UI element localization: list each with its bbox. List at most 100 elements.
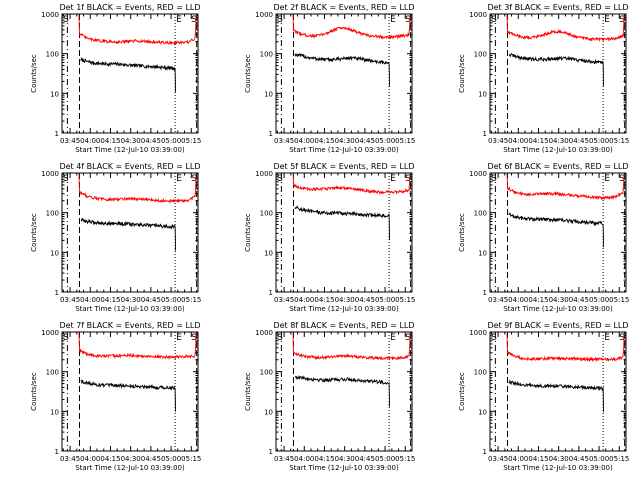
- y-tick-label: 100: [46, 369, 59, 377]
- plot-frame: [489, 13, 627, 134]
- segment-marker-label: S: [405, 15, 411, 25]
- plot-frame: [61, 172, 199, 293]
- segment-marker-label: S: [277, 174, 283, 184]
- y-tick-label: 1: [55, 289, 59, 297]
- x-tick-label: 04:45: [569, 296, 589, 304]
- chart-title: Det 7f BLACK = Events, RED = LLD: [59, 321, 200, 330]
- plot-frame: [61, 331, 199, 452]
- x-tick-label: 04:45: [355, 137, 375, 145]
- segment-marker-label: S: [191, 333, 197, 343]
- chart-title: Det 2f BLACK = Events, RED = LLD: [273, 3, 414, 12]
- segment-marker-label: S: [277, 15, 283, 25]
- x-tick-label: 05:00: [375, 137, 395, 145]
- y-tick-label: 1: [55, 130, 59, 138]
- series-line-events: [508, 212, 604, 248]
- plot-frame: [61, 13, 199, 134]
- x-tick-label: 04:45: [141, 296, 161, 304]
- series-line-events: [294, 53, 390, 87]
- x-axis-label: Start Time (12-Jul-10 03:39:00): [503, 146, 613, 154]
- x-tick-label: 04:30: [335, 296, 355, 304]
- x-tick-label: 04:45: [569, 455, 589, 463]
- panel-4: Det 4f BLACK = Events, RED = LLD 1 10 100 10…: [30, 162, 201, 313]
- segment-marker-label: S: [491, 174, 497, 184]
- x-tick-label: 05:15: [395, 137, 415, 145]
- plot-frame: [489, 331, 627, 452]
- x-tick-label: 05:00: [161, 455, 181, 463]
- chart-title: Det 8f BLACK = Events, RED = LLD: [273, 321, 414, 330]
- x-tick-label: 03:45: [60, 137, 80, 145]
- x-tick-label: 04:00: [294, 455, 314, 463]
- x-tick-label: 04:00: [508, 296, 528, 304]
- segment-marker-label: S: [191, 174, 197, 184]
- y-axis-label: Counts/sec: [458, 213, 466, 252]
- x-tick-label: 03:45: [60, 296, 80, 304]
- y-tick-label: 1: [55, 448, 59, 456]
- x-tick-label: 04:30: [121, 296, 141, 304]
- x-tick-label: 05:15: [609, 137, 629, 145]
- segment-marker-label: S: [63, 174, 69, 184]
- x-tick-label: 03:45: [488, 296, 508, 304]
- y-tick-label: 100: [260, 210, 273, 218]
- series-line-lld: [78, 332, 197, 360]
- y-tick-label: 1000: [41, 329, 59, 337]
- series-line-lld: [78, 173, 197, 204]
- segment-marker-label: S: [491, 333, 497, 343]
- x-tick-label: 03:45: [60, 455, 80, 463]
- series-line-lld: [292, 14, 411, 40]
- x-tick-label: 04:00: [80, 296, 100, 304]
- series-line-events: [508, 53, 604, 87]
- segment-marker-label: S: [619, 15, 625, 25]
- x-tick-label: 05:00: [375, 455, 395, 463]
- x-tick-label: 04:00: [80, 455, 100, 463]
- chart-title: Det 4f BLACK = Events, RED = LLD: [59, 162, 200, 171]
- segment-marker-label: E: [390, 15, 396, 25]
- x-tick-label: 05:00: [161, 137, 181, 145]
- panel-5: Det 5f BLACK = Events, RED = LLD 1 10 100 10…: [244, 162, 415, 313]
- x-axis-label: Start Time (12-Jul-10 03:39:00): [75, 146, 185, 154]
- x-tick-label: 05:15: [609, 455, 629, 463]
- y-axis-label: Counts/sec: [30, 54, 38, 93]
- panel-1: Det 1f BLACK = Events, RED = LLD 1 10 100 10…: [30, 3, 201, 154]
- x-tick-label: 04:45: [355, 296, 375, 304]
- x-tick-label: 04:00: [508, 137, 528, 145]
- x-tick-label: 04:00: [294, 137, 314, 145]
- x-tick-label: 04:45: [141, 455, 161, 463]
- segment-marker-label: S: [63, 15, 69, 25]
- y-axis-label: Counts/sec: [244, 372, 252, 411]
- x-tick-label: 05:00: [589, 137, 609, 145]
- series-line-lld: [506, 173, 625, 201]
- x-tick-label: 04:00: [508, 455, 528, 463]
- panel-3: Det 3f BLACK = Events, RED = LLD 1 10 100 10…: [458, 3, 629, 154]
- y-tick-label: 100: [46, 51, 59, 59]
- x-tick-label: 03:45: [488, 137, 508, 145]
- x-tick-label: 05:00: [589, 455, 609, 463]
- y-tick-label: 1000: [255, 170, 273, 178]
- x-tick-label: 03:45: [274, 137, 294, 145]
- series-line-events: [294, 375, 390, 407]
- segment-marker-label: S: [491, 15, 497, 25]
- x-tick-label: 05:15: [395, 296, 415, 304]
- panel-9: Det 9f BLACK = Events, RED = LLD 1 10 100 10…: [458, 321, 629, 472]
- x-axis-label: Start Time (12-Jul-10 03:39:00): [289, 305, 399, 313]
- series-line-lld: [506, 14, 625, 42]
- y-axis-label: Counts/sec: [30, 372, 38, 411]
- x-tick-label: 04:15: [528, 137, 548, 145]
- series-line-events: [80, 217, 176, 251]
- x-tick-label: 05:15: [181, 137, 201, 145]
- x-tick-label: 04:30: [121, 455, 141, 463]
- y-tick-label: 100: [474, 369, 487, 377]
- y-tick-label: 10: [50, 408, 59, 416]
- segment-marker-label: S: [619, 333, 625, 343]
- y-tick-label: 10: [478, 408, 487, 416]
- plot-frame: [275, 13, 413, 134]
- segment-marker-label: S: [63, 333, 69, 343]
- x-tick-label: 04:15: [314, 455, 334, 463]
- y-tick-label: 10: [264, 249, 273, 257]
- x-tick-label: 05:15: [395, 455, 415, 463]
- chart-title: Det 1f BLACK = Events, RED = LLD: [59, 3, 200, 12]
- series-line-lld: [292, 332, 411, 361]
- x-tick-label: 04:15: [100, 296, 120, 304]
- x-tick-label: 04:15: [314, 296, 334, 304]
- y-tick-label: 1: [483, 289, 487, 297]
